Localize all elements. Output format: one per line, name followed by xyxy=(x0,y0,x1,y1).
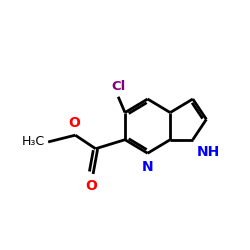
Text: H₃C: H₃C xyxy=(22,136,45,148)
Text: O: O xyxy=(68,116,80,130)
Text: Cl: Cl xyxy=(111,80,125,93)
Text: O: O xyxy=(85,178,97,192)
Text: N: N xyxy=(142,160,154,173)
Text: NH: NH xyxy=(197,145,220,159)
